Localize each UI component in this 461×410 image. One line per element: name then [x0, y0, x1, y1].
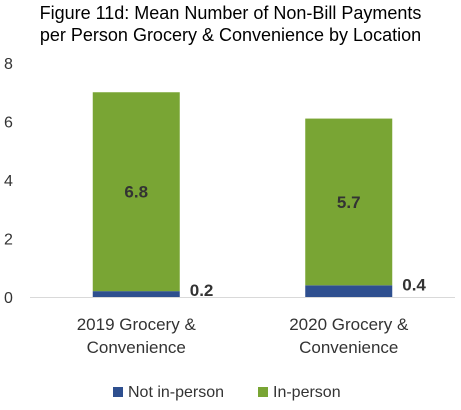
x-tick-label-2-line-2: Convenience — [299, 338, 398, 357]
bar-in-person-1 — [92, 92, 180, 292]
chart-title: Figure 11d: Mean Number of Non-Bill Paym… — [0, 2, 461, 46]
legend-swatch-not-in-person — [113, 387, 123, 397]
bar-not-in-person-2 — [305, 285, 393, 297]
legend-label-not-in-person: Not in-person — [128, 384, 224, 401]
legend-label-in-person: In-person — [273, 384, 341, 401]
chart-title-line-2: per Person Grocery & Convenience by Loca… — [39, 25, 422, 45]
y-tick-label-8: 8 — [4, 56, 13, 73]
data-label-not-in-person-1: 0.2 — [190, 281, 214, 300]
bar-not-in-person-1 — [92, 291, 180, 297]
y-tick-label-0: 0 — [4, 290, 13, 307]
chart-title-line-1: Figure 11d: Mean Number of Non-Bill Paym… — [39, 3, 422, 23]
data-label-in-person-1: 6.8 — [124, 183, 148, 202]
x-tick-label-1-line-1: 2019 Grocery & — [77, 315, 197, 334]
data-label-in-person-2: 5.7 — [337, 193, 361, 212]
y-tick-label-6: 6 — [4, 115, 13, 132]
x-tick-label-2-line-1: 2020 Grocery & — [289, 315, 409, 334]
legend-swatch-in-person — [258, 387, 268, 397]
x-tick-label-1-line-2: Convenience — [87, 338, 186, 357]
y-tick-label-2: 2 — [4, 232, 13, 249]
y-tick-label-4: 4 — [4, 173, 13, 190]
data-label-not-in-person-2: 0.4 — [402, 275, 426, 294]
bar-in-person-2 — [305, 118, 393, 286]
